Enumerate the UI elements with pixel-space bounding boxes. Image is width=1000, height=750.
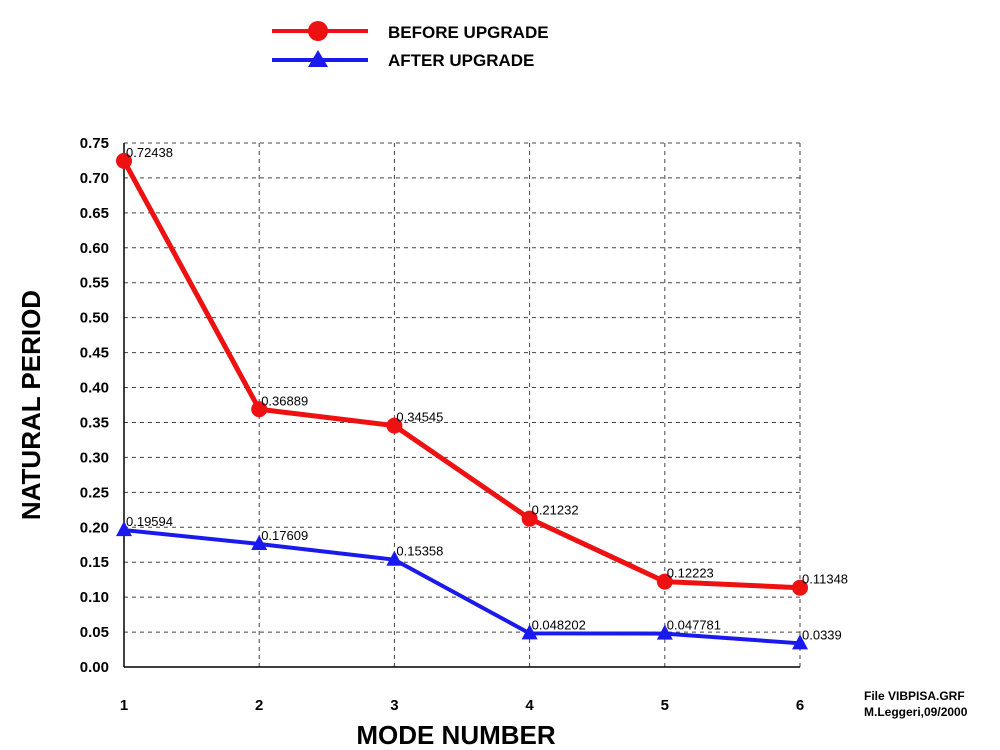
x-tick-labels: 1 2 3 4 5 6: [120, 697, 804, 714]
y-tick-label: 0.25: [80, 484, 109, 501]
data-point: [656, 573, 673, 590]
series-line: [123, 528, 801, 646]
y-tick-label: 0.40: [80, 380, 109, 397]
series-after-upgrade: 0.19594 0.17609 0.15358 0.048202 0.047781 0.0…: [116, 514, 842, 650]
y-tick-label: 0.75: [80, 135, 109, 152]
data-label: 0.0339: [802, 627, 842, 642]
data-point: [251, 401, 268, 418]
data-point: [521, 510, 538, 527]
legend-label-after: AFTER UPGRADE: [388, 51, 534, 70]
x-tick-label: 5: [661, 697, 669, 714]
data-point: [386, 417, 403, 434]
y-axis-title: NATURAL PERIOD: [16, 290, 46, 520]
series-before-upgrade: 0.72438 0.36889 0.34545 0.21232 0.12223 0.113…: [116, 145, 848, 596]
data-label: 0.11348: [802, 572, 848, 587]
data-label: 0.36889: [261, 393, 308, 408]
y-tick-label: 0.60: [80, 240, 109, 257]
data-label: 0.17609: [261, 528, 308, 543]
data-point: [792, 579, 808, 596]
x-axis-title: MODE NUMBER: [356, 720, 556, 750]
data-point: [251, 534, 268, 550]
y-tick-label: 0.30: [80, 449, 109, 466]
legend-marker-after: [308, 50, 328, 67]
data-point: [386, 550, 403, 566]
data-point: [116, 521, 132, 537]
y-tick-label: 0.55: [80, 275, 109, 292]
legend-marker-before: [308, 21, 328, 41]
data-point: [116, 152, 132, 169]
data-label: 0.15358: [396, 544, 443, 559]
y-tick-label: 0.35: [80, 414, 109, 431]
legend: BEFORE UPGRADE AFTER UPGRADE: [272, 21, 549, 70]
y-tick-label: 0.70: [80, 170, 109, 187]
axes: [123, 143, 800, 668]
data-label: 0.047781: [667, 618, 721, 633]
series-line: [121, 159, 801, 591]
data-label: 0.19594: [126, 514, 173, 529]
legend-label-before: BEFORE UPGRADE: [388, 23, 549, 42]
grid: [124, 142, 801, 667]
data-point: [792, 634, 808, 650]
x-tick-label: 2: [255, 697, 263, 714]
data-label: 0.048202: [532, 617, 586, 632]
y-tick-label: 0.20: [80, 519, 109, 536]
file-note-line1: File VIBPISA.GRF: [864, 689, 965, 703]
data-point: [521, 624, 538, 640]
data-point: [656, 624, 673, 640]
y-tick-label: 0.65: [80, 205, 109, 222]
y-tick-label: 0.45: [80, 345, 109, 362]
data-label: 0.34545: [396, 410, 443, 425]
data-label: 0.12223: [667, 566, 714, 581]
y-tick-label: 0.05: [80, 624, 109, 641]
x-tick-label: 6: [796, 697, 804, 714]
y-tick-labels: 0.00 0.05 0.10 0.15 0.20 0.25 0.30 0.35 0.40 0.45…: [80, 135, 109, 676]
y-tick-label: 0.15: [80, 554, 109, 571]
x-tick-label: 3: [390, 697, 398, 714]
x-tick-label: 1: [120, 697, 128, 714]
x-tick-label: 4: [525, 697, 534, 714]
y-tick-label: 0.10: [80, 589, 109, 606]
data-label: 0.72438: [126, 145, 173, 160]
y-tick-label: 0.00: [80, 659, 109, 676]
file-note-line2: M.Leggeri,09/2000: [864, 705, 968, 719]
legend-entry-before: BEFORE UPGRADE: [272, 21, 549, 42]
y-tick-label: 0.50: [80, 310, 109, 327]
data-label: 0.21232: [532, 503, 579, 518]
series-layer: 0.72438 0.36889 0.34545 0.21232 0.12223 0.113…: [116, 145, 848, 650]
legend-entry-after: AFTER UPGRADE: [272, 50, 534, 70]
